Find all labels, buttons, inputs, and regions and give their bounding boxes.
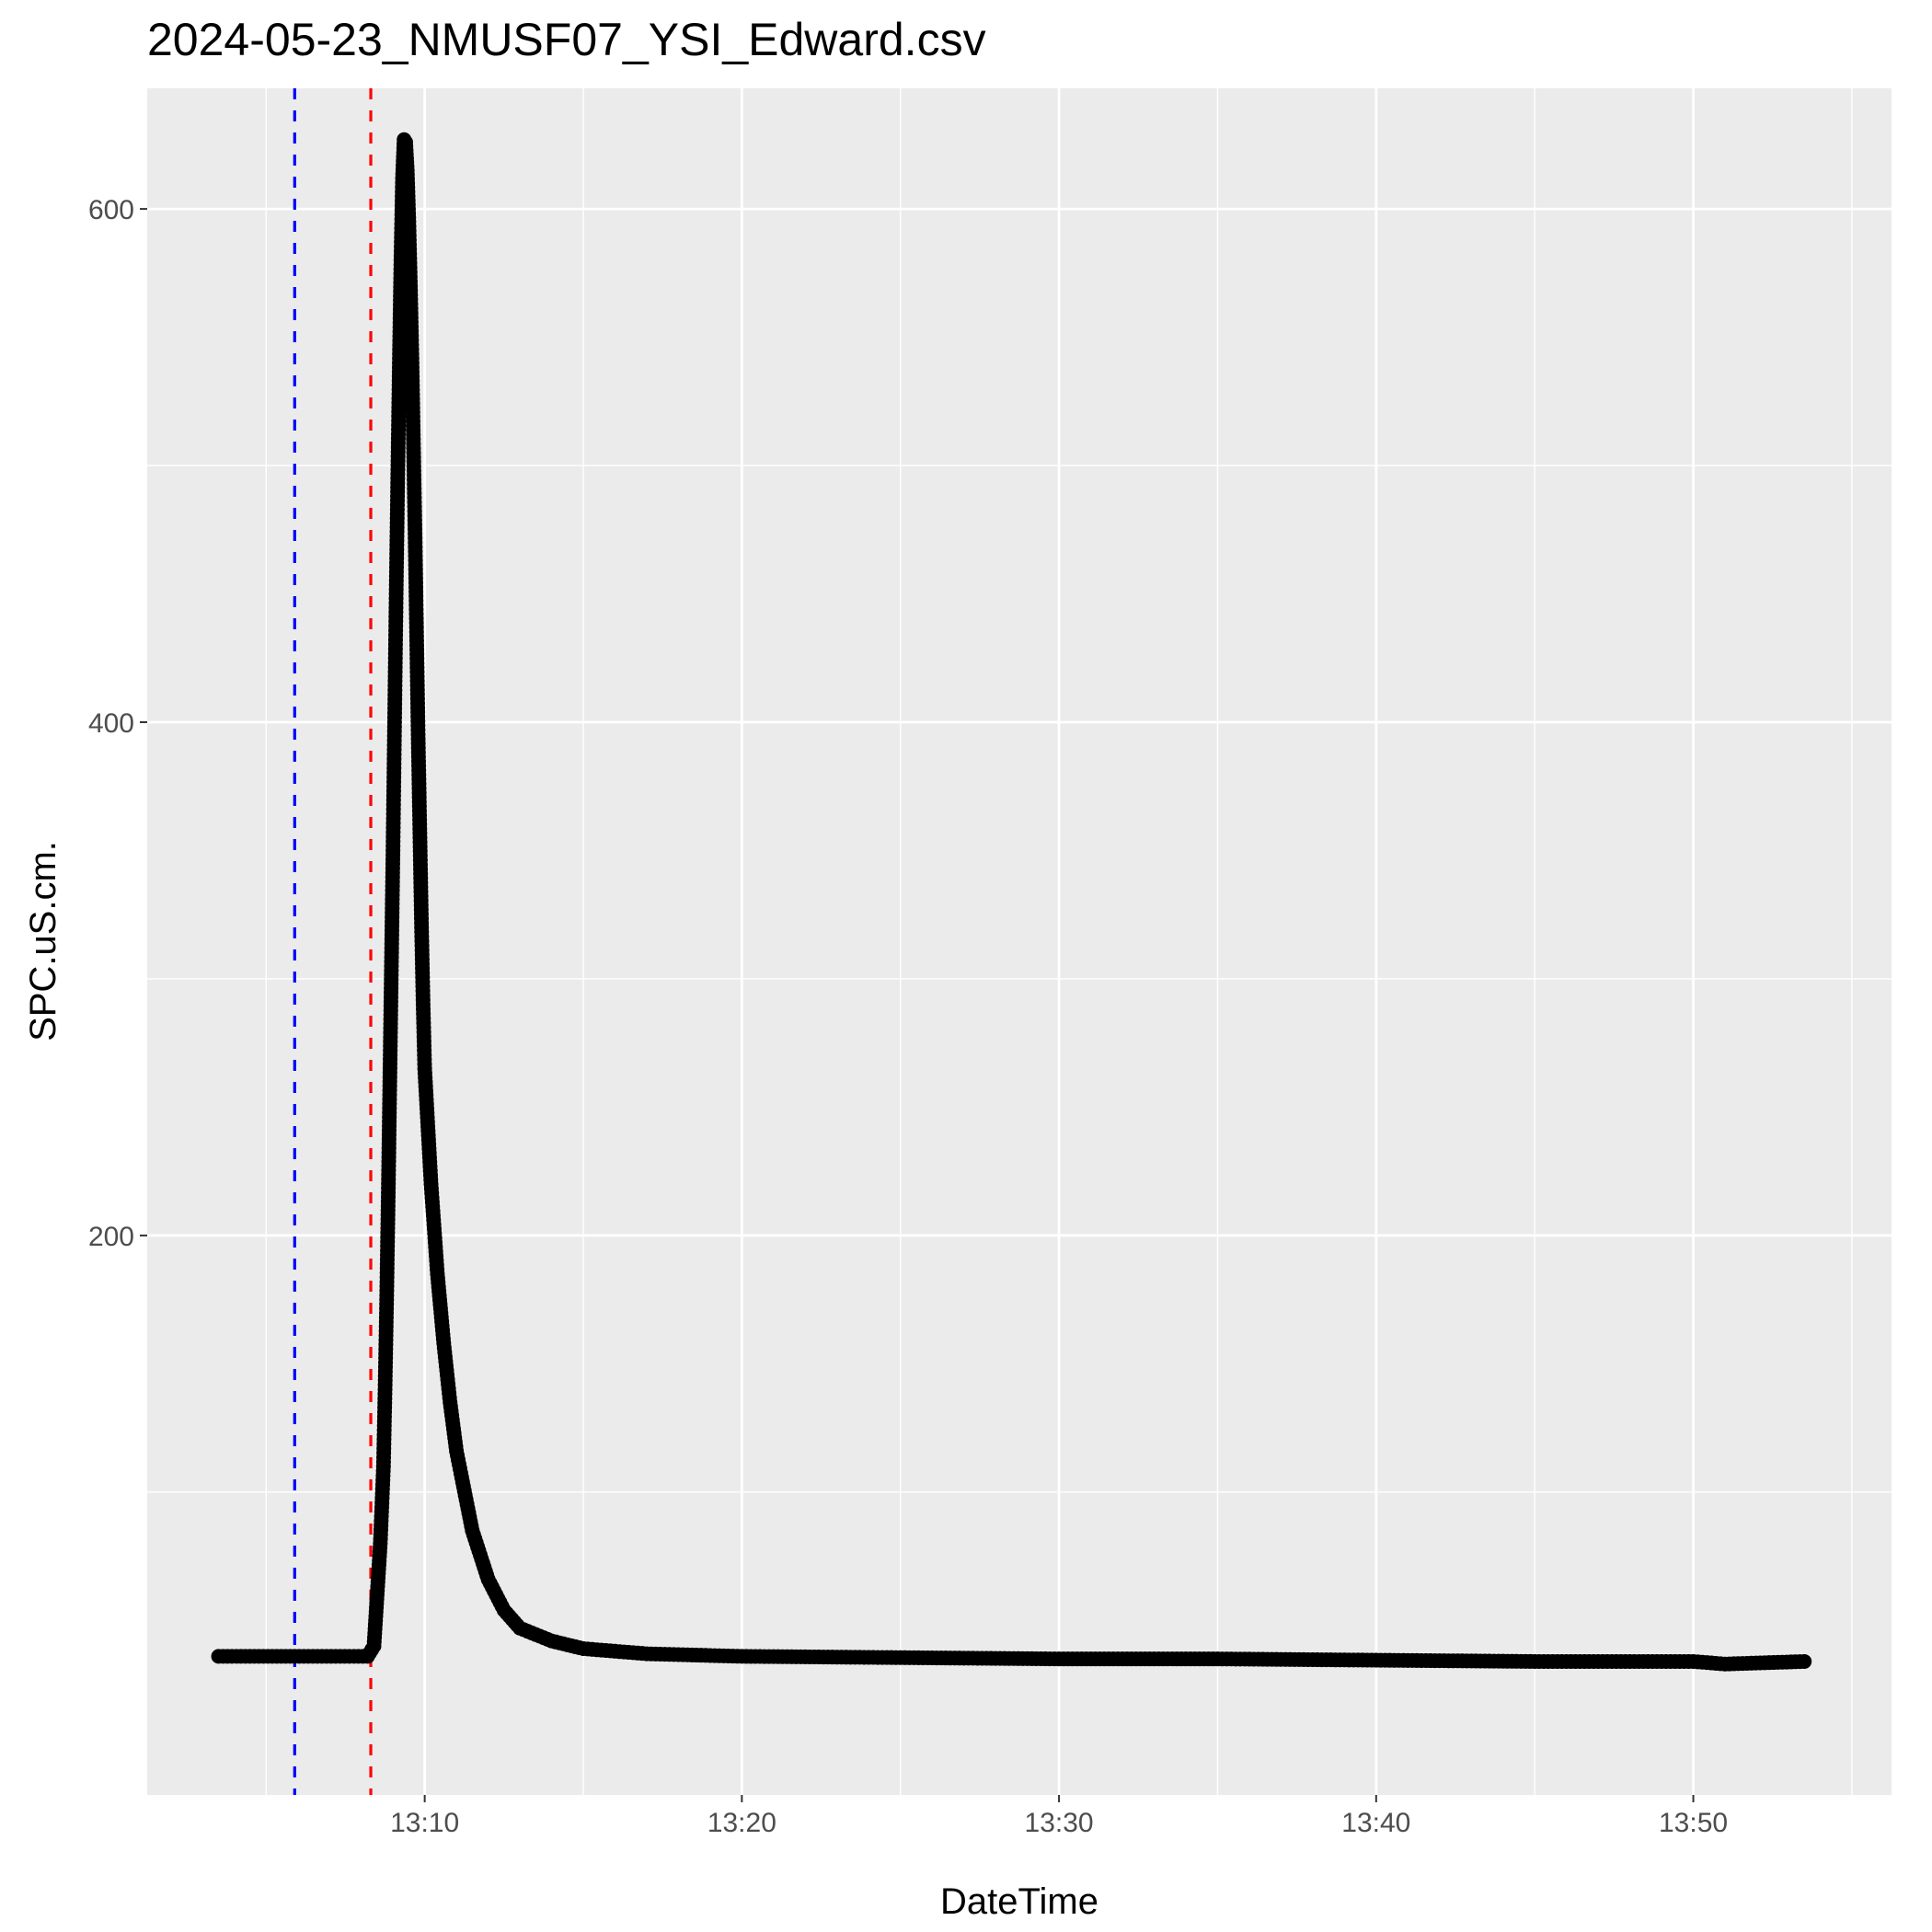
x-axis: 13:10 13:20 13:30 13:40 13:50 [390,1795,1728,1838]
x-tick-label: 13:30 [1025,1808,1094,1838]
y-tick-label: 200 [88,1222,134,1252]
y-axis-title: SPC.uS.cm. [23,841,63,1041]
reference-lines [293,88,373,1795]
x-axis-title: DateTime [940,1881,1098,1922]
x-tick-label: 13:50 [1659,1808,1728,1838]
minor-gridlines [147,88,1892,1795]
x-tick-label: 13:20 [707,1808,776,1838]
y-tick-label: 600 [88,195,134,225]
plot-panel [147,88,1892,1795]
x-tick-label: 13:40 [1341,1808,1410,1838]
chart-title: 2024-05-23_NMUSF07_YSI_Edward.csv [147,14,986,65]
data-point [1797,1653,1812,1669]
data-points [211,132,1812,1672]
y-axis: 200 400 600 [88,195,147,1252]
x-tick-label: 13:10 [390,1808,459,1838]
y-tick-label: 400 [88,708,134,739]
